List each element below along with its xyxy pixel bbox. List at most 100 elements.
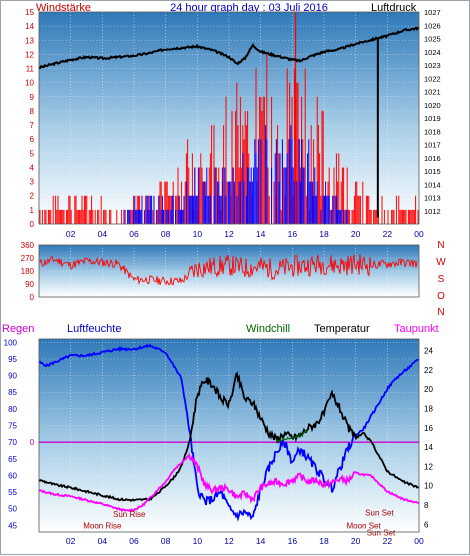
top-x-tick: 06: [129, 229, 139, 239]
pressure-y-tick: 1025: [424, 35, 441, 44]
humidity-y-tick: 60: [8, 471, 17, 480]
humidity-y-tick: 45: [8, 521, 17, 530]
top-x-tick: 10: [193, 229, 203, 239]
pressure-y-tick: 1022: [424, 74, 441, 83]
wind-y-tick: 7: [30, 121, 35, 130]
top-x-tick: 00: [414, 229, 424, 239]
rain-zero-label: 0: [30, 438, 35, 447]
temp-y-tick: 22: [424, 366, 433, 375]
compass-label: N: [437, 307, 444, 318]
temp-y-tick: 8: [424, 501, 429, 510]
top-x-tick: 04: [98, 229, 108, 239]
wind-y-tick: 3: [30, 178, 35, 187]
wind-y-tick: 0: [30, 220, 35, 229]
temp-y-tick: 16: [424, 424, 433, 433]
bot-x-tick: 02: [66, 536, 76, 546]
top-x-tick: 18: [319, 229, 329, 239]
wind-y-tick: 14: [25, 22, 34, 31]
astro-annotation: Sun Rise: [113, 510, 146, 519]
top-x-tick: 08: [161, 229, 171, 239]
temp-y-tick: 20: [424, 385, 433, 394]
compass-label: O: [437, 291, 445, 302]
legend-dewpoint: Taupunkt: [394, 323, 439, 335]
temp-y-tick: 24: [424, 347, 433, 356]
wind-y-tick: 8: [30, 107, 35, 116]
temp-y-tick: 18: [424, 404, 433, 413]
legend-humidity: Luftfeuchte: [67, 323, 121, 335]
humidity-y-tick: 100: [4, 338, 18, 347]
pressure-y-tick: 1019: [424, 114, 441, 123]
pressure-y-tick: 1027: [424, 8, 441, 17]
dir-y-tick: 90: [25, 280, 34, 289]
legend-temperature: Temperatur: [314, 323, 370, 335]
humidity-y-tick: 70: [8, 438, 17, 447]
top-x-tick: 22: [383, 229, 393, 239]
humidity-y-tick: 65: [8, 455, 17, 464]
humidity-y-tick: 80: [8, 405, 17, 414]
top-x-tick: 20: [351, 229, 361, 239]
legend-windchill: Windchill: [246, 323, 290, 335]
pressure-y-tick: 1017: [424, 141, 441, 150]
wind-y-tick: 11: [26, 65, 35, 74]
wind-y-tick: 13: [25, 36, 34, 45]
wind-y-tick: 15: [25, 8, 34, 17]
top-x-tick: 12: [224, 229, 234, 239]
temp-y-tick: 10: [424, 482, 433, 491]
temp-y-tick: 12: [424, 462, 433, 471]
pressure-y-tick: 1020: [424, 101, 441, 110]
humidity-y-tick: 95: [8, 355, 17, 364]
bot-x-tick: 12: [224, 536, 234, 546]
pressure-y-tick: 1012: [424, 207, 441, 216]
bot-x-tick: 18: [319, 536, 329, 546]
top-x-tick: 16: [288, 229, 298, 239]
compass-label: N: [437, 240, 444, 251]
pressure-y-tick: 1018: [424, 127, 441, 136]
humidity-y-tick: 55: [8, 488, 17, 497]
compass-label: S: [438, 274, 445, 285]
bot-x-tick: 08: [161, 536, 171, 546]
dir-y-tick: 270: [21, 254, 35, 263]
wind-y-tick: 2: [30, 192, 35, 201]
temp-y-tick: 14: [424, 443, 433, 452]
legend-rain: Regen: [2, 323, 34, 335]
pressure-y-tick: 1013: [424, 194, 441, 203]
bot-x-tick: 22: [383, 536, 393, 546]
dir-y-tick: 360: [21, 241, 35, 250]
pressure-y-tick: 1024: [424, 48, 441, 57]
pressure-y-tick: 1021: [424, 88, 441, 97]
humidity-y-tick: 50: [8, 505, 17, 514]
bot-x-tick: 20: [351, 536, 361, 546]
dir-y-tick: 0: [30, 293, 35, 302]
pressure-y-tick: 1026: [424, 21, 441, 30]
pressure-y-tick: 1023: [424, 61, 441, 70]
humidity-y-tick: 90: [8, 372, 17, 381]
bot-x-tick: 16: [288, 536, 298, 546]
astro-annotation: Sun Set: [365, 508, 394, 517]
bot-x-tick: 04: [98, 536, 108, 546]
compass-label: W: [436, 257, 446, 268]
temp-y-tick: 6: [424, 520, 429, 529]
bot-x-tick: 06: [129, 536, 139, 546]
pressure-y-tick: 1016: [424, 154, 441, 163]
top-x-tick: 02: [66, 229, 76, 239]
wind-y-tick: 10: [25, 79, 34, 88]
pressure-y-tick: 1014: [424, 180, 441, 189]
bot-x-tick: 14: [256, 536, 266, 546]
astro-annotation: Moon Rise: [83, 522, 122, 531]
wind-y-tick: 9: [30, 93, 35, 102]
wind-y-tick: 4: [30, 163, 35, 172]
bot-x-tick: 00: [414, 536, 424, 546]
wind-y-tick: 5: [30, 149, 35, 158]
bot-x-tick: 10: [193, 536, 203, 546]
humidity-y-tick: 85: [8, 388, 17, 397]
humidity-y-tick: 75: [8, 422, 17, 431]
wind-y-tick: 12: [25, 50, 34, 59]
pressure-y-tick: 1015: [424, 167, 441, 176]
astro-annotation: Sun Set: [367, 528, 396, 537]
dir-y-tick: 180: [21, 267, 35, 276]
top-x-tick: 14: [256, 229, 266, 239]
wind-y-tick: 1: [30, 206, 35, 215]
wind-y-tick: 6: [30, 135, 35, 144]
